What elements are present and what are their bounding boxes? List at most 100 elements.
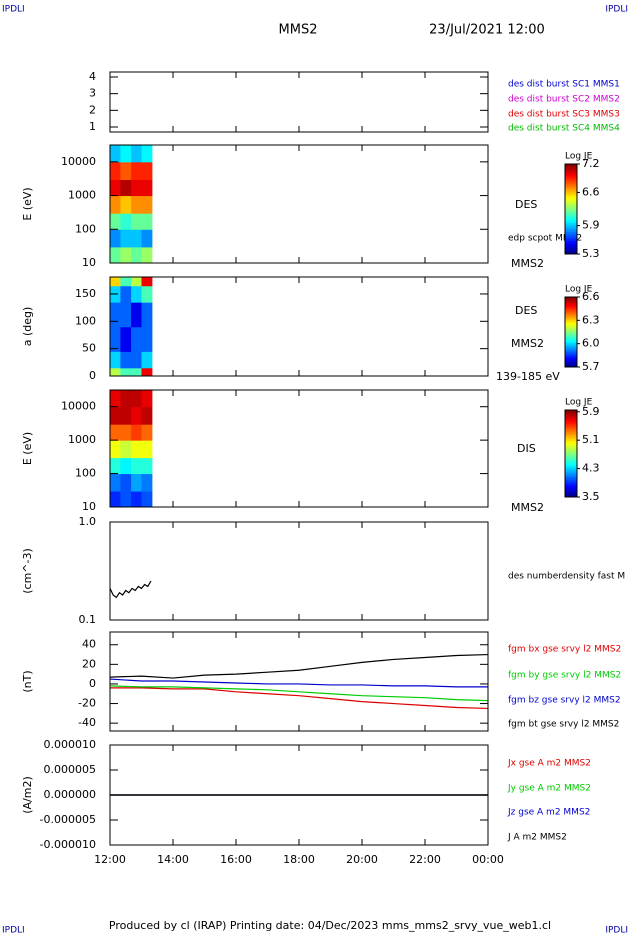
colorbar-tick-label: 6.6 [582, 290, 600, 303]
colorbar-step [565, 464, 577, 468]
heatmap-cell [110, 195, 121, 214]
y-tick-label: -0.000010 [40, 838, 96, 851]
heatmap-cell [131, 390, 142, 408]
legend-entry: Jz gse A m2 MMS2 [507, 808, 590, 818]
legend-entry: fgm bt gse srvy l2 MMS2 [508, 720, 619, 730]
colorbar-step [565, 451, 577, 454]
heatmap-cell [110, 161, 121, 180]
colorbar-step [565, 231, 577, 235]
heatmap-cell [141, 367, 153, 377]
heatmap-cell [110, 457, 121, 475]
y-tick-label: 150 [75, 287, 96, 300]
colorbar-step [565, 170, 577, 174]
x-tick-label: 12:00 [94, 853, 126, 866]
heatmap-cell [131, 285, 142, 303]
colorbar-step [565, 304, 577, 307]
colorbar-step [565, 218, 577, 221]
heatmap-cell [131, 367, 142, 377]
heatmap-cell [120, 179, 132, 197]
heatmap-cell [110, 406, 121, 425]
y-axis-label: (A/m2) [21, 776, 34, 814]
legend-entry: des dist burst SC2 MMS2 [508, 95, 620, 105]
colorbar-frame [564, 163, 578, 255]
heatmap-cell [120, 285, 132, 303]
heatmap-cell [120, 473, 132, 492]
y-tick-label: 1000 [68, 433, 96, 446]
heatmap-cell [120, 277, 132, 287]
heatmap-cell [120, 161, 132, 180]
y-tick-label: 100 [75, 314, 96, 327]
legend-entry: fgm bz gse srvy l2 MMS2 [508, 696, 621, 706]
y-tick-label: 100 [75, 222, 96, 235]
colorbar-tick-label: 5.9 [582, 405, 600, 418]
colorbar-step [565, 164, 577, 167]
colorbar-step [565, 328, 577, 331]
colorbar-step [565, 168, 577, 172]
heatmap-cell [120, 326, 132, 352]
colorbar-tick-label: 6.0 [582, 337, 600, 350]
colorbar-step [565, 318, 577, 321]
side-label: 139-185 eV [496, 370, 560, 383]
y-tick-label: 0.000000 [44, 788, 97, 801]
legend-entry: fgm bx gse srvy l2 MMS2 [508, 645, 621, 655]
colorbar-step [565, 488, 577, 491]
colorbar-frame [564, 296, 578, 368]
heatmap-cell [131, 229, 142, 248]
heatmap-cell [120, 246, 132, 264]
colorbar-step [565, 340, 577, 343]
colorbar-tick-label: 5.3 [582, 247, 600, 260]
y-tick-label: 0 [89, 677, 96, 690]
y-axis-label: (cm^-3) [21, 548, 34, 594]
legend-entry: des dist burst SC3 MMS3 [508, 110, 620, 120]
colorbar-step [565, 209, 577, 212]
heatmap-cell [141, 473, 153, 492]
heatmap-cell [120, 491, 132, 508]
heatmap-cell [110, 213, 121, 230]
colorbar-step [565, 436, 577, 439]
heatmap-cell [131, 145, 142, 163]
heatmap-cell [131, 195, 142, 214]
heatmap-cell [141, 246, 153, 264]
heatmap-cell [120, 406, 132, 425]
colorbar-step [565, 479, 577, 483]
colorbar-step [565, 211, 577, 214]
colorbar-step [565, 166, 577, 169]
colorbar-step [565, 347, 577, 350]
colorbar-step [565, 224, 577, 228]
colorbar-tick-label: 3.5 [582, 490, 600, 503]
y-tick-label: -20 [78, 697, 96, 710]
colorbar-step [565, 412, 577, 415]
date: 23/Jul/2021 12:00 [429, 23, 545, 38]
y-tick-label: 0 [89, 369, 96, 382]
panel-frame [109, 389, 489, 508]
side-label: MMS2 [511, 337, 544, 350]
x-tick-label: 00:00 [472, 853, 504, 866]
colorbar-step [565, 468, 577, 472]
heatmap-cell [131, 473, 142, 492]
side-label: des numberdensity fast M [508, 572, 625, 582]
colorbar-step [565, 363, 577, 366]
colorbar-step [565, 481, 577, 485]
colorbar-step [565, 440, 577, 444]
y-tick-label: -40 [78, 716, 96, 729]
heatmap-cell [131, 457, 142, 475]
heatmap-cell [141, 161, 153, 180]
y-tick-label: -0.000005 [40, 813, 96, 826]
heatmap-cell [141, 285, 153, 303]
colorbar-step [565, 229, 577, 232]
heatmap-cell [110, 440, 121, 459]
panel-frame [109, 144, 489, 264]
colorbar-step [565, 305, 577, 308]
colorbar-step [565, 186, 577, 190]
y-tick-label: 40 [82, 638, 96, 651]
colorbar-step [565, 222, 577, 226]
side-label: MMS2 [511, 501, 544, 514]
heatmap-cell [110, 424, 121, 441]
panel-frame [109, 71, 489, 133]
colorbar-step [565, 342, 577, 345]
heatmap-cell [120, 145, 132, 163]
colorbar-step [565, 311, 577, 314]
heatmap-cell [120, 302, 132, 328]
colorbar-step [565, 300, 577, 303]
heatmap-cell [110, 367, 121, 377]
